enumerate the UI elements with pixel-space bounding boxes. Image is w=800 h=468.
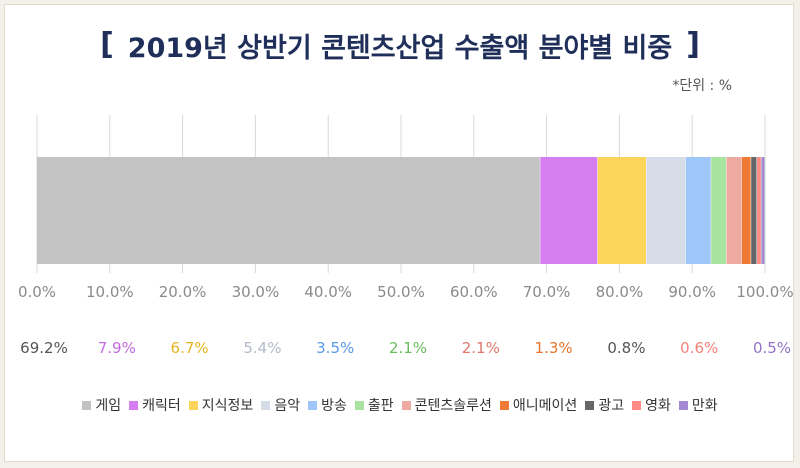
data-label: 6.7% xyxy=(171,339,209,357)
data-label: 1.3% xyxy=(535,339,573,357)
data-label: 5.4% xyxy=(243,339,281,357)
bar-segment-광고 xyxy=(751,157,757,264)
legend-label: 게임 xyxy=(95,398,122,414)
legend-item: 영화 xyxy=(632,395,671,415)
x-tick-label: 20.0% xyxy=(159,283,207,301)
legend-item: 출판 xyxy=(354,395,394,415)
legend-swatch xyxy=(308,400,318,410)
bar-segment-캐릭터 xyxy=(540,157,598,264)
x-tick-label: 90.0% xyxy=(668,283,716,301)
legend-label: 광고 xyxy=(598,398,625,414)
x-tick-label: 10.0% xyxy=(86,283,134,301)
chart-title-row: [ 2019년 상반기 콘텐츠산업 수출액 분야별 비중 ] xyxy=(0,22,800,68)
legend-item: 게임 xyxy=(82,395,121,415)
data-label: 7.9% xyxy=(98,339,136,357)
data-label: 2.1% xyxy=(389,339,427,357)
legend-item: 만화 xyxy=(678,395,718,415)
x-tick-label: 70.0% xyxy=(523,283,571,301)
bar-segment-음악 xyxy=(646,157,686,264)
legend-swatch xyxy=(585,400,595,410)
legend-label: 출판 xyxy=(367,398,394,414)
x-tick-label: 80.0% xyxy=(596,283,644,301)
legend-swatch xyxy=(129,400,139,410)
x-tick-label: 30.0% xyxy=(232,283,280,301)
legend-swatch xyxy=(401,400,411,410)
bar-segment-게임 xyxy=(37,157,540,264)
data-label: 69.2% xyxy=(20,339,68,357)
x-tick-label: 50.0% xyxy=(377,283,425,301)
data-label: 0.5% xyxy=(753,339,791,357)
bar-segment-영화 xyxy=(757,157,761,264)
legend-label: 영화 xyxy=(645,398,671,414)
x-tick-label: 60.0% xyxy=(450,283,498,301)
x-tick-label: 40.0% xyxy=(304,283,352,301)
bar-segment-만화 xyxy=(761,157,765,264)
legend-label: 캐릭터 xyxy=(142,398,181,414)
unit-note: *단위 : % xyxy=(672,78,732,94)
data-label: 0.6% xyxy=(680,339,718,357)
title-left-bracket: [ xyxy=(100,27,114,62)
legend-swatch xyxy=(188,400,198,410)
legend-label: 지식정보 xyxy=(201,398,254,414)
legend-label: 방송 xyxy=(321,398,347,414)
legend-item: 콘텐츠솔루션 xyxy=(401,395,492,415)
legend-swatch xyxy=(678,400,688,410)
bar-segment-출판 xyxy=(711,157,726,264)
title-right-bracket: ] xyxy=(686,27,700,62)
chart-legend: 게임 캐릭터 지식정보 음악 방송 출판 콘텐츠솔루션 애니메이션 광고 영화 만화 xyxy=(0,395,800,415)
x-tick-label: 0.0% xyxy=(18,283,56,301)
legend-swatch xyxy=(499,400,509,410)
legend-item: 음악 xyxy=(261,395,300,415)
legend-label: 음악 xyxy=(274,398,301,414)
data-label: 2.1% xyxy=(462,339,500,357)
legend-item: 지식정보 xyxy=(188,395,254,415)
legend-item: 캐릭터 xyxy=(129,395,181,415)
bar-segment-콘텐츠솔루션 xyxy=(726,157,742,264)
x-tick-label: 100.0% xyxy=(736,283,793,301)
bar-segment-애니메이션 xyxy=(741,157,751,264)
legend-label: 애니메이션 xyxy=(512,398,578,414)
legend-item: 애니메이션 xyxy=(499,395,578,415)
legend-label: 만화 xyxy=(691,398,718,414)
legend-label: 콘텐츠솔루션 xyxy=(414,398,492,414)
legend-item: 광고 xyxy=(585,395,624,415)
legend-item: 방송 xyxy=(308,395,347,415)
bar-segment-방송 xyxy=(685,157,711,264)
legend-swatch xyxy=(261,400,271,410)
data-label: 3.5% xyxy=(316,339,354,357)
data-label: 0.8% xyxy=(607,339,645,357)
legend-swatch xyxy=(632,400,642,410)
legend-swatch xyxy=(354,400,364,410)
chart-title: 2019년 상반기 콘텐츠산업 수출액 분야별 비중 xyxy=(127,32,673,64)
legend-swatch xyxy=(82,400,92,410)
bar-segment-지식정보 xyxy=(597,157,646,264)
